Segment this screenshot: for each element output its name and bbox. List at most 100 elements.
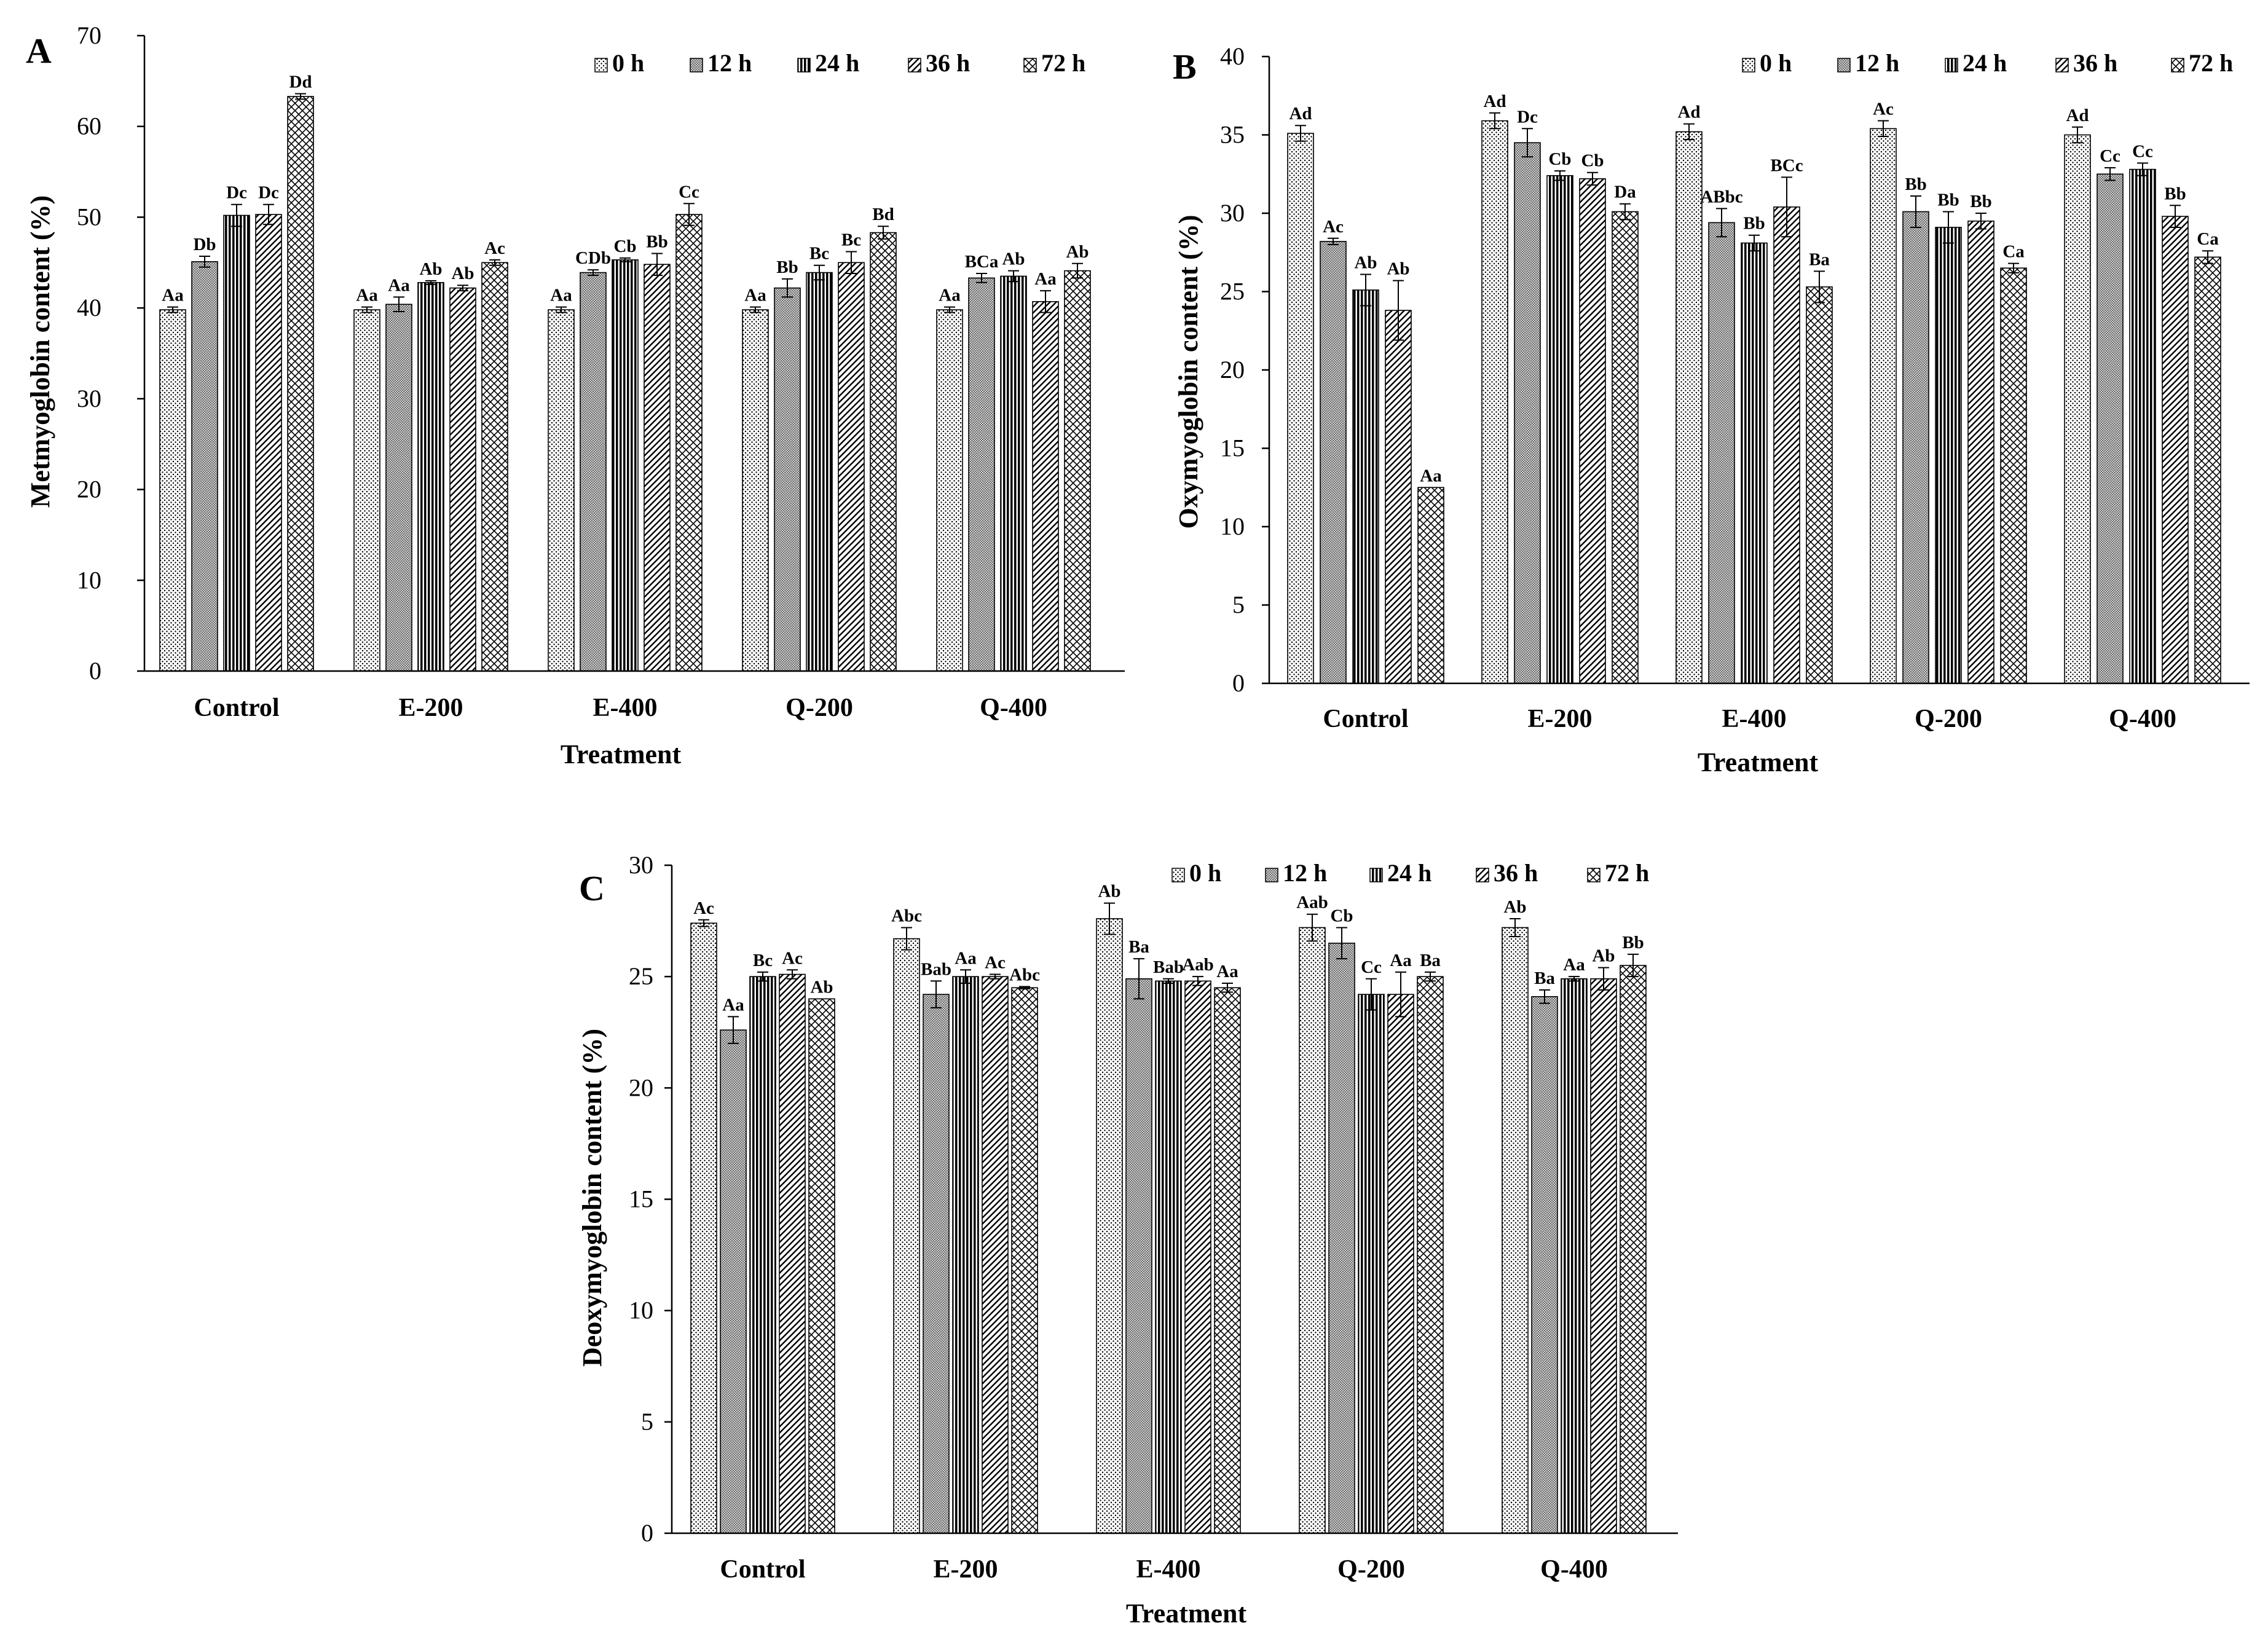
- legend: 0 h 12 h 24 h 36 h 72 h: [1171, 859, 1649, 887]
- category-label: E-400: [1136, 1555, 1201, 1584]
- y-axis-title: Deoxymyoglobin content (%): [577, 1029, 607, 1367]
- significance-label: CDb: [575, 248, 611, 268]
- significance-label: Dc: [1517, 107, 1538, 127]
- significance-label: Bc: [809, 244, 829, 264]
- significance-label: BCa: [965, 252, 999, 272]
- y-tick-label: 0: [641, 1519, 653, 1547]
- bar: [923, 994, 950, 1534]
- y-axis-title: Oxymyoglobin content (%): [1173, 215, 1203, 529]
- significance-label: Bab: [921, 959, 951, 979]
- category-label: E-400: [1722, 705, 1787, 733]
- significance-label: Aa: [939, 286, 961, 305]
- significance-label: Bab: [1153, 957, 1184, 977]
- legend: 0 h 12 h 24 h 36 h 72 h: [1742, 49, 2233, 77]
- legend-swatch: [797, 58, 811, 73]
- significance-label: Bb: [776, 257, 798, 277]
- significance-label: Aa: [356, 286, 378, 305]
- significance-label: Bc: [841, 230, 861, 250]
- significance-label: Ca: [2002, 242, 2025, 262]
- significance-label: Aa: [1390, 951, 1412, 970]
- y-axis: 0 10 20 30 40 50 60 70: [77, 22, 144, 685]
- bar: [806, 272, 833, 672]
- significance-label: Ba: [1420, 951, 1441, 970]
- y-tick-label: 60: [77, 112, 101, 140]
- bar: [612, 259, 639, 672]
- bar: [1417, 976, 1444, 1534]
- bar: [449, 287, 476, 672]
- bar: [2162, 216, 2189, 684]
- y-tick-label: 15: [1220, 434, 1245, 462]
- bar: [1064, 270, 1091, 672]
- significance-label: Aa: [744, 286, 766, 305]
- bar: [255, 214, 282, 672]
- bar: [675, 214, 703, 672]
- legend-swatch: [1171, 868, 1185, 882]
- significance-label: Ad: [1677, 103, 1700, 122]
- y-tick-label: 40: [1220, 42, 1245, 70]
- bar: [481, 262, 508, 672]
- category-label: E-400: [593, 694, 658, 722]
- significance-label: Ac: [484, 238, 505, 258]
- legend-swatch: [1265, 868, 1278, 882]
- significance-label: Abc: [1009, 965, 1040, 984]
- legend-swatch: [1476, 868, 1489, 882]
- bar: [353, 309, 380, 672]
- significance-label: Aa: [1034, 269, 1057, 289]
- bar: [774, 287, 801, 672]
- significance-label: Da: [1614, 183, 1636, 202]
- significance-label: Ca: [2197, 229, 2219, 249]
- y-tick-label: 0: [1232, 669, 1245, 697]
- significance-label: Aa: [955, 948, 977, 968]
- bar: [2064, 134, 2091, 684]
- legend-label: 36 h: [1494, 859, 1538, 887]
- bar: [1620, 965, 1647, 1534]
- y-tick-label: 10: [77, 566, 101, 594]
- panel-letter: C: [579, 868, 605, 908]
- significance-label: Ad: [1289, 104, 1312, 124]
- bar: [1935, 227, 1962, 684]
- y-tick-label: 30: [77, 385, 101, 412]
- significance-label: Ab: [1387, 259, 1409, 279]
- bar: [580, 272, 607, 672]
- bar: [1531, 996, 1558, 1534]
- category-label: E-200: [934, 1555, 998, 1584]
- legend: 0 h 12 h 24 h 36 h 72 h: [594, 49, 1085, 77]
- y-tick-label: 25: [629, 962, 653, 990]
- panel-letter: B: [1173, 47, 1197, 87]
- bar: [1155, 980, 1182, 1534]
- significance-label: Ab: [1503, 897, 1526, 917]
- significance-label: Ba: [1809, 249, 1830, 269]
- y-tick-label: 20: [77, 476, 101, 503]
- bar: [1590, 978, 1617, 1534]
- significance-label: Aab: [1296, 893, 1328, 913]
- x-axis-title: Treatment: [1126, 1598, 1247, 1628]
- significance-label: Ab: [1002, 249, 1025, 269]
- significance-label: Cc: [1361, 957, 1382, 977]
- bar: [1481, 120, 1508, 684]
- bar: [749, 976, 776, 1534]
- category-labels: Control E-200 E-400 Q-200 Q-400: [1323, 705, 2176, 733]
- bar: [968, 277, 995, 672]
- bar: [223, 214, 250, 672]
- legend-swatch: [1837, 58, 1851, 73]
- bar: [1358, 994, 1385, 1534]
- significance-label: Ab: [1066, 242, 1089, 262]
- bar: [1870, 128, 1897, 684]
- significance-label: BCc: [1770, 155, 1803, 175]
- legend-label: 0 h: [612, 49, 644, 77]
- significance-label: Ac: [1323, 217, 1344, 237]
- significance-label: Abc: [891, 906, 922, 925]
- y-tick-label: 10: [1220, 513, 1245, 540]
- legend-swatch: [594, 58, 608, 73]
- bar: [936, 309, 963, 672]
- y-tick-label: 0: [89, 657, 101, 685]
- bar: [644, 264, 671, 672]
- significance-label: Aa: [1216, 962, 1238, 981]
- significance-label: Aa: [550, 286, 572, 305]
- bar: [870, 232, 897, 672]
- bar: [548, 309, 575, 672]
- bar: [838, 262, 865, 672]
- category-label: Q-200: [1337, 1555, 1405, 1584]
- bar: [1773, 206, 1800, 684]
